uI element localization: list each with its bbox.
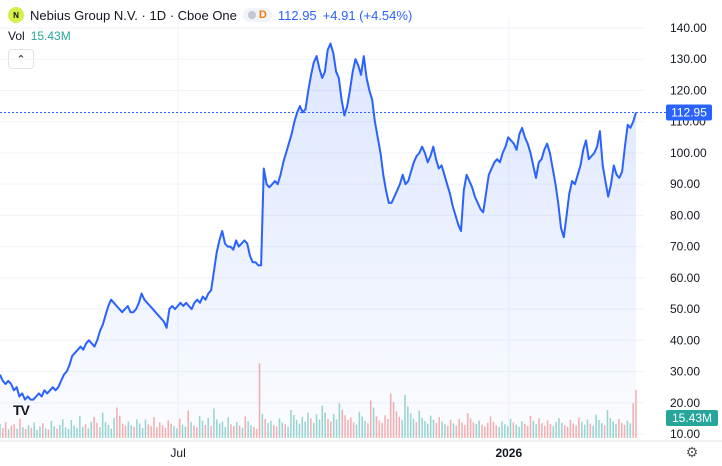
settings-gear-icon[interactable]: ⚙ xyxy=(685,444,699,460)
price-tick-label: 140.00 xyxy=(670,21,707,35)
price-tick-label: 10.00 xyxy=(670,427,700,441)
volume-axis-label: 15.43M xyxy=(666,410,718,426)
price-tick-label: 120.00 xyxy=(670,83,707,97)
price-tick-label: 30.00 xyxy=(670,365,700,379)
volume-badge xyxy=(666,410,718,426)
symbol-title[interactable]: Nebius Group N.V. · 1D · Cboe One xyxy=(30,7,237,23)
price-tick-label: 80.00 xyxy=(670,208,700,222)
volume-value: 15.43M xyxy=(30,29,71,43)
price-tick-label: 130.00 xyxy=(670,52,707,66)
price-tick-label: 50.00 xyxy=(670,302,700,316)
volume-label: Vol xyxy=(8,29,25,43)
time-tick-label: Jul xyxy=(170,446,185,460)
price-tick-label: 90.00 xyxy=(670,177,700,191)
price-tick-label: 70.00 xyxy=(670,240,700,254)
market-status-pill[interactable]: D xyxy=(242,8,272,22)
time-axis[interactable]: Jul 2026 xyxy=(170,446,522,460)
price-line xyxy=(0,42,637,401)
tradingview-logo[interactable]: TV xyxy=(13,402,30,418)
price-tick-label: 40.00 xyxy=(670,333,700,347)
price-tick-label: 60.00 xyxy=(670,271,700,285)
nebius-logo-icon: N xyxy=(8,7,24,23)
volume-legend: Vol 15.43M xyxy=(8,29,71,43)
price-change: +4.91 (+4.54%) xyxy=(322,7,413,23)
market-closed-dot-icon xyxy=(247,11,256,19)
price-area-fill xyxy=(0,43,636,434)
time-tick-label: 2026 xyxy=(495,446,522,460)
price-axis[interactable]: 140.00130.00120.00110.00100.0090.0080.00… xyxy=(670,21,707,441)
volume-badge-text: 15.43M xyxy=(672,411,712,425)
symbol-header: N Nebius Group N.V. · 1D · Cboe One D 11… xyxy=(8,6,412,24)
last-price: 112.95 xyxy=(277,7,317,23)
current-price-label: 112.95 xyxy=(666,104,712,121)
price-tick-label: 20.00 xyxy=(670,396,700,410)
delayed-data-badge: D xyxy=(258,9,267,21)
current-price-text: 112.95 xyxy=(671,105,707,119)
price-tick-label: 100.00 xyxy=(670,146,707,160)
current-price-badge xyxy=(666,104,712,121)
